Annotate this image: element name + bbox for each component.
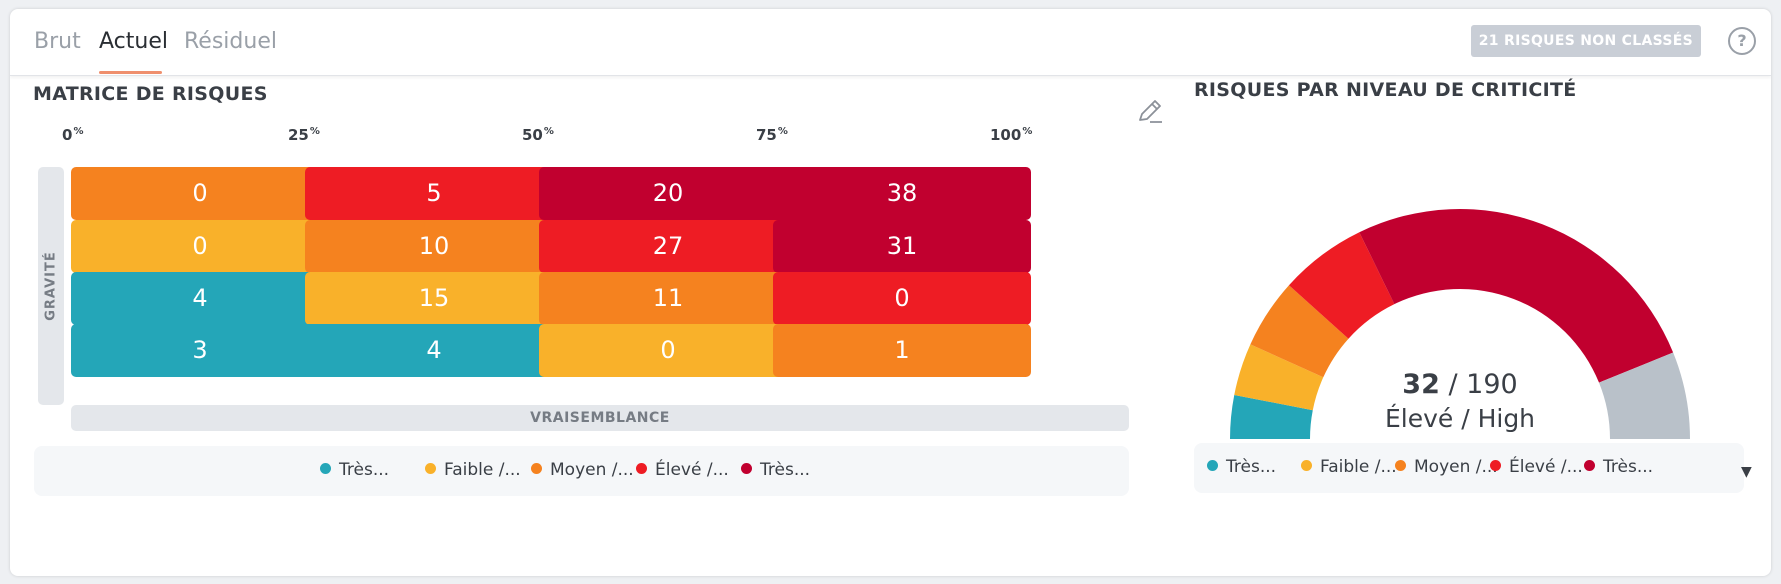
unclassified-risks-badge[interactable]: 21 RISQUES NON CLASSÉS <box>1470 25 1701 57</box>
legend-dot <box>320 463 331 474</box>
legend-dot <box>1207 460 1218 471</box>
risk-dashboard-card: Brut Actuel Résiduel 21 RISQUES NON CLAS… <box>10 9 1771 576</box>
top-tick-100: 100% <box>990 126 1033 144</box>
tab-actuel[interactable]: Actuel <box>99 29 168 54</box>
edit-icon[interactable] <box>1134 95 1166 127</box>
legend-dot <box>531 463 542 474</box>
gauge-total: / 190 <box>1448 369 1518 400</box>
matrix-cell[interactable]: 4 <box>71 272 329 325</box>
legend-item-tres-eleve[interactable]: Très... <box>741 460 810 480</box>
matrix-cell[interactable]: 0 <box>71 220 329 273</box>
gauge-segment-3[interactable] <box>1288 232 1395 339</box>
gauge-segment-2[interactable] <box>1250 285 1349 378</box>
matrix-cell[interactable]: 0 <box>539 324 797 377</box>
legend-dot <box>1490 460 1501 471</box>
legend-item-moyen[interactable]: Moyen /... <box>1395 457 1498 477</box>
gauge-segment-0[interactable] <box>1230 394 1313 439</box>
matrix-cell[interactable]: 15 <box>305 272 563 325</box>
gauge-level-label: Élevé / High <box>1384 404 1536 433</box>
gauge-segment-5[interactable] <box>1598 352 1690 439</box>
matrix-cell[interactable]: 0 <box>71 167 329 220</box>
matrix-cell[interactable]: 20 <box>539 167 797 220</box>
top-tick-0: 0% <box>62 126 84 144</box>
gauge-segment-1[interactable] <box>1234 344 1324 411</box>
help-icon[interactable]: ? <box>1728 27 1756 55</box>
criticity-title: RISQUES PAR NIVEAU DE CRITICITÉ <box>1194 79 1577 101</box>
matrix-legend: Très... Faible /... Moyen /... Élevé /..… <box>34 446 1129 496</box>
tab-residuel[interactable]: Résiduel <box>184 29 277 54</box>
legend-dot <box>1301 460 1312 471</box>
matrix-cell[interactable]: 38 <box>773 167 1031 220</box>
matrix-cell[interactable]: 31 <box>773 220 1031 273</box>
matrix-cell[interactable]: 0 <box>773 272 1031 325</box>
matrix-cell[interactable]: 10 <box>305 220 563 273</box>
gauge-center-readout: 32 / 190 Élevé / High <box>1310 369 1610 433</box>
legend-item-tres-eleve[interactable]: Très... <box>1584 457 1653 477</box>
legend-item-eleve[interactable]: Élevé /... <box>1490 457 1583 477</box>
matrix-cell[interactable]: 1 <box>773 324 1031 377</box>
legend-item-eleve[interactable]: Élevé /... <box>636 460 729 480</box>
legend-dot <box>741 463 752 474</box>
likelihood-axis-label: VRAISEMBLANCE <box>71 405 1129 431</box>
legend-item-faible[interactable]: Faible /... <box>425 460 521 480</box>
legend-dot <box>425 463 436 474</box>
top-tick-50: 50% <box>522 126 554 144</box>
gauge-legend: Très... Faible /... Moyen /... Élevé /..… <box>1194 443 1744 493</box>
top-tick-25: 25% <box>288 126 320 144</box>
gauge-segment-4[interactable] <box>1359 209 1674 383</box>
legend-dot <box>1584 460 1595 471</box>
active-tab-indicator <box>99 71 162 74</box>
tab-brut[interactable]: Brut <box>34 29 81 54</box>
chevron-down-icon[interactable]: ▼ <box>1741 464 1752 480</box>
legend-dot <box>1395 460 1406 471</box>
legend-item-tres-faible[interactable]: Très... <box>1207 457 1276 477</box>
legend-item-faible[interactable]: Faible /... <box>1301 457 1397 477</box>
matrix-title: MATRICE DE RISQUES <box>33 83 268 105</box>
legend-dot <box>636 463 647 474</box>
top-tick-75: 75% <box>756 126 788 144</box>
criticity-gauge <box>1230 209 1690 439</box>
legend-item-tres-faible[interactable]: Très... <box>320 460 389 480</box>
matrix-cell[interactable]: 3 <box>71 324 329 377</box>
tab-bar: Brut Actuel Résiduel 21 RISQUES NON CLAS… <box>10 9 1771 76</box>
gauge-count: 32 <box>1402 369 1440 400</box>
matrix-cell[interactable]: 4 <box>305 324 563 377</box>
matrix-cell[interactable]: 5 <box>305 167 563 220</box>
gravity-axis-label: GRAVITÉ <box>38 167 64 405</box>
legend-item-moyen[interactable]: Moyen /... <box>531 460 634 480</box>
matrix-cell[interactable]: 27 <box>539 220 797 273</box>
matrix-cell[interactable]: 11 <box>539 272 797 325</box>
